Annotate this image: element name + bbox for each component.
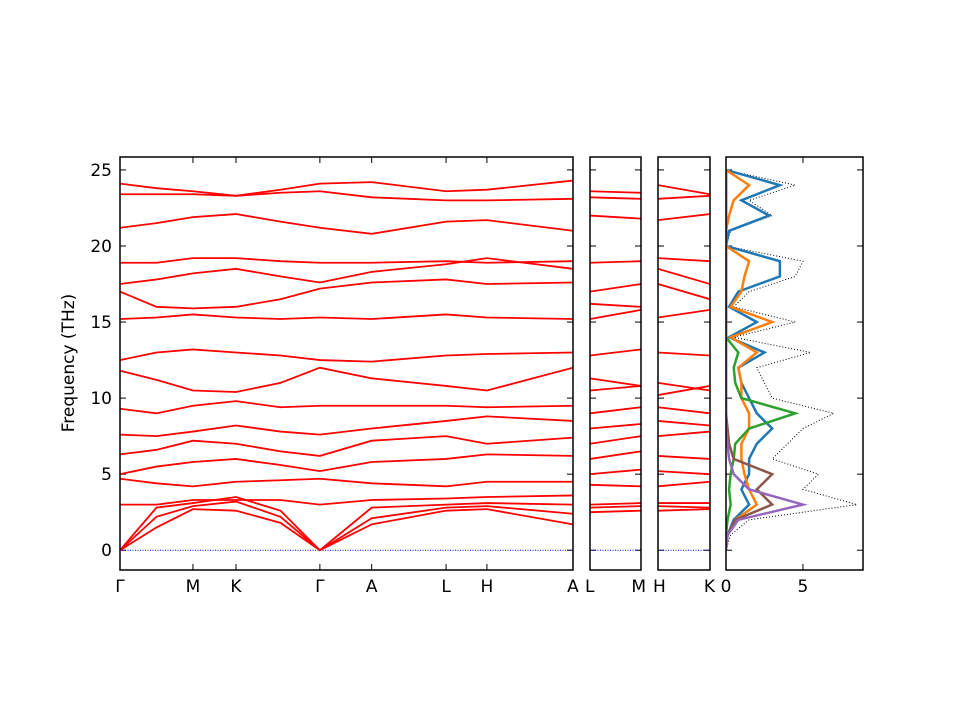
x-tick-label: Γ <box>115 577 125 597</box>
band <box>658 505 710 509</box>
band <box>590 505 641 509</box>
band <box>590 377 641 387</box>
band <box>658 308 710 319</box>
band <box>658 382 710 392</box>
y-axis-label: Frequency (THz) <box>59 294 79 433</box>
x-tick-label: K <box>230 577 242 597</box>
band <box>120 400 573 415</box>
band <box>590 502 641 506</box>
dos-curve <box>726 169 808 551</box>
x-tick-label: M <box>186 577 201 597</box>
dos-curve <box>726 168 784 551</box>
band <box>120 494 573 506</box>
band <box>658 385 710 396</box>
band <box>590 214 641 220</box>
x-tick-label: M <box>631 577 646 597</box>
band <box>658 430 710 438</box>
band <box>658 184 710 196</box>
band <box>590 348 641 357</box>
band <box>120 477 573 488</box>
band <box>590 196 641 200</box>
band <box>658 194 710 200</box>
y-tick-label: 25 <box>90 161 112 181</box>
band <box>658 480 710 488</box>
band <box>590 468 641 476</box>
band <box>590 509 641 514</box>
band <box>120 278 573 310</box>
band <box>120 435 573 457</box>
plot-frame <box>589 156 642 571</box>
band <box>658 283 710 301</box>
plot-frame <box>657 156 711 571</box>
x-tick-label: A <box>366 577 378 597</box>
dos-curve <box>726 169 800 551</box>
x-tick-label: Γ <box>315 577 325 597</box>
band <box>590 308 641 320</box>
band <box>590 385 641 392</box>
y-tick-label: 0 <box>101 541 112 561</box>
band <box>120 190 573 202</box>
y-tick-label: 20 <box>90 237 112 257</box>
x-tick-label: 5 <box>798 577 809 597</box>
band <box>120 213 573 235</box>
band <box>658 470 710 476</box>
dos-curve <box>726 169 775 551</box>
band <box>658 257 710 263</box>
band <box>590 423 641 430</box>
band <box>590 190 641 194</box>
band <box>120 257 573 264</box>
band <box>658 267 710 285</box>
band <box>590 435 641 445</box>
x-tick-label: K <box>704 577 716 597</box>
x-tick-label: 0 <box>721 577 732 597</box>
band <box>120 179 573 197</box>
band <box>590 450 641 460</box>
band <box>658 406 710 415</box>
y-tick-label: 10 <box>90 389 112 409</box>
x-tick-label: H <box>481 577 494 597</box>
x-tick-label: L <box>441 577 451 597</box>
band <box>658 420 710 427</box>
band <box>120 313 573 320</box>
band <box>590 283 641 293</box>
dos-curve <box>726 168 776 551</box>
band <box>120 500 573 552</box>
band <box>120 496 573 552</box>
band <box>120 348 573 363</box>
band <box>120 453 573 476</box>
band <box>590 483 641 488</box>
band <box>658 351 710 357</box>
plot-frame <box>725 156 864 571</box>
y-tick-label: 5 <box>101 465 112 485</box>
plot-frame <box>119 156 574 571</box>
x-tick-label: H <box>653 577 666 597</box>
band <box>658 455 710 460</box>
x-tick-label: A <box>567 577 579 597</box>
y-tick-label: 15 <box>90 313 112 333</box>
x-tick-label: L <box>585 577 595 597</box>
band <box>120 415 573 438</box>
band <box>658 508 710 512</box>
band <box>590 260 641 264</box>
band <box>120 508 573 552</box>
band <box>120 366 573 393</box>
band <box>590 302 641 308</box>
band <box>590 406 641 415</box>
band <box>658 213 710 222</box>
